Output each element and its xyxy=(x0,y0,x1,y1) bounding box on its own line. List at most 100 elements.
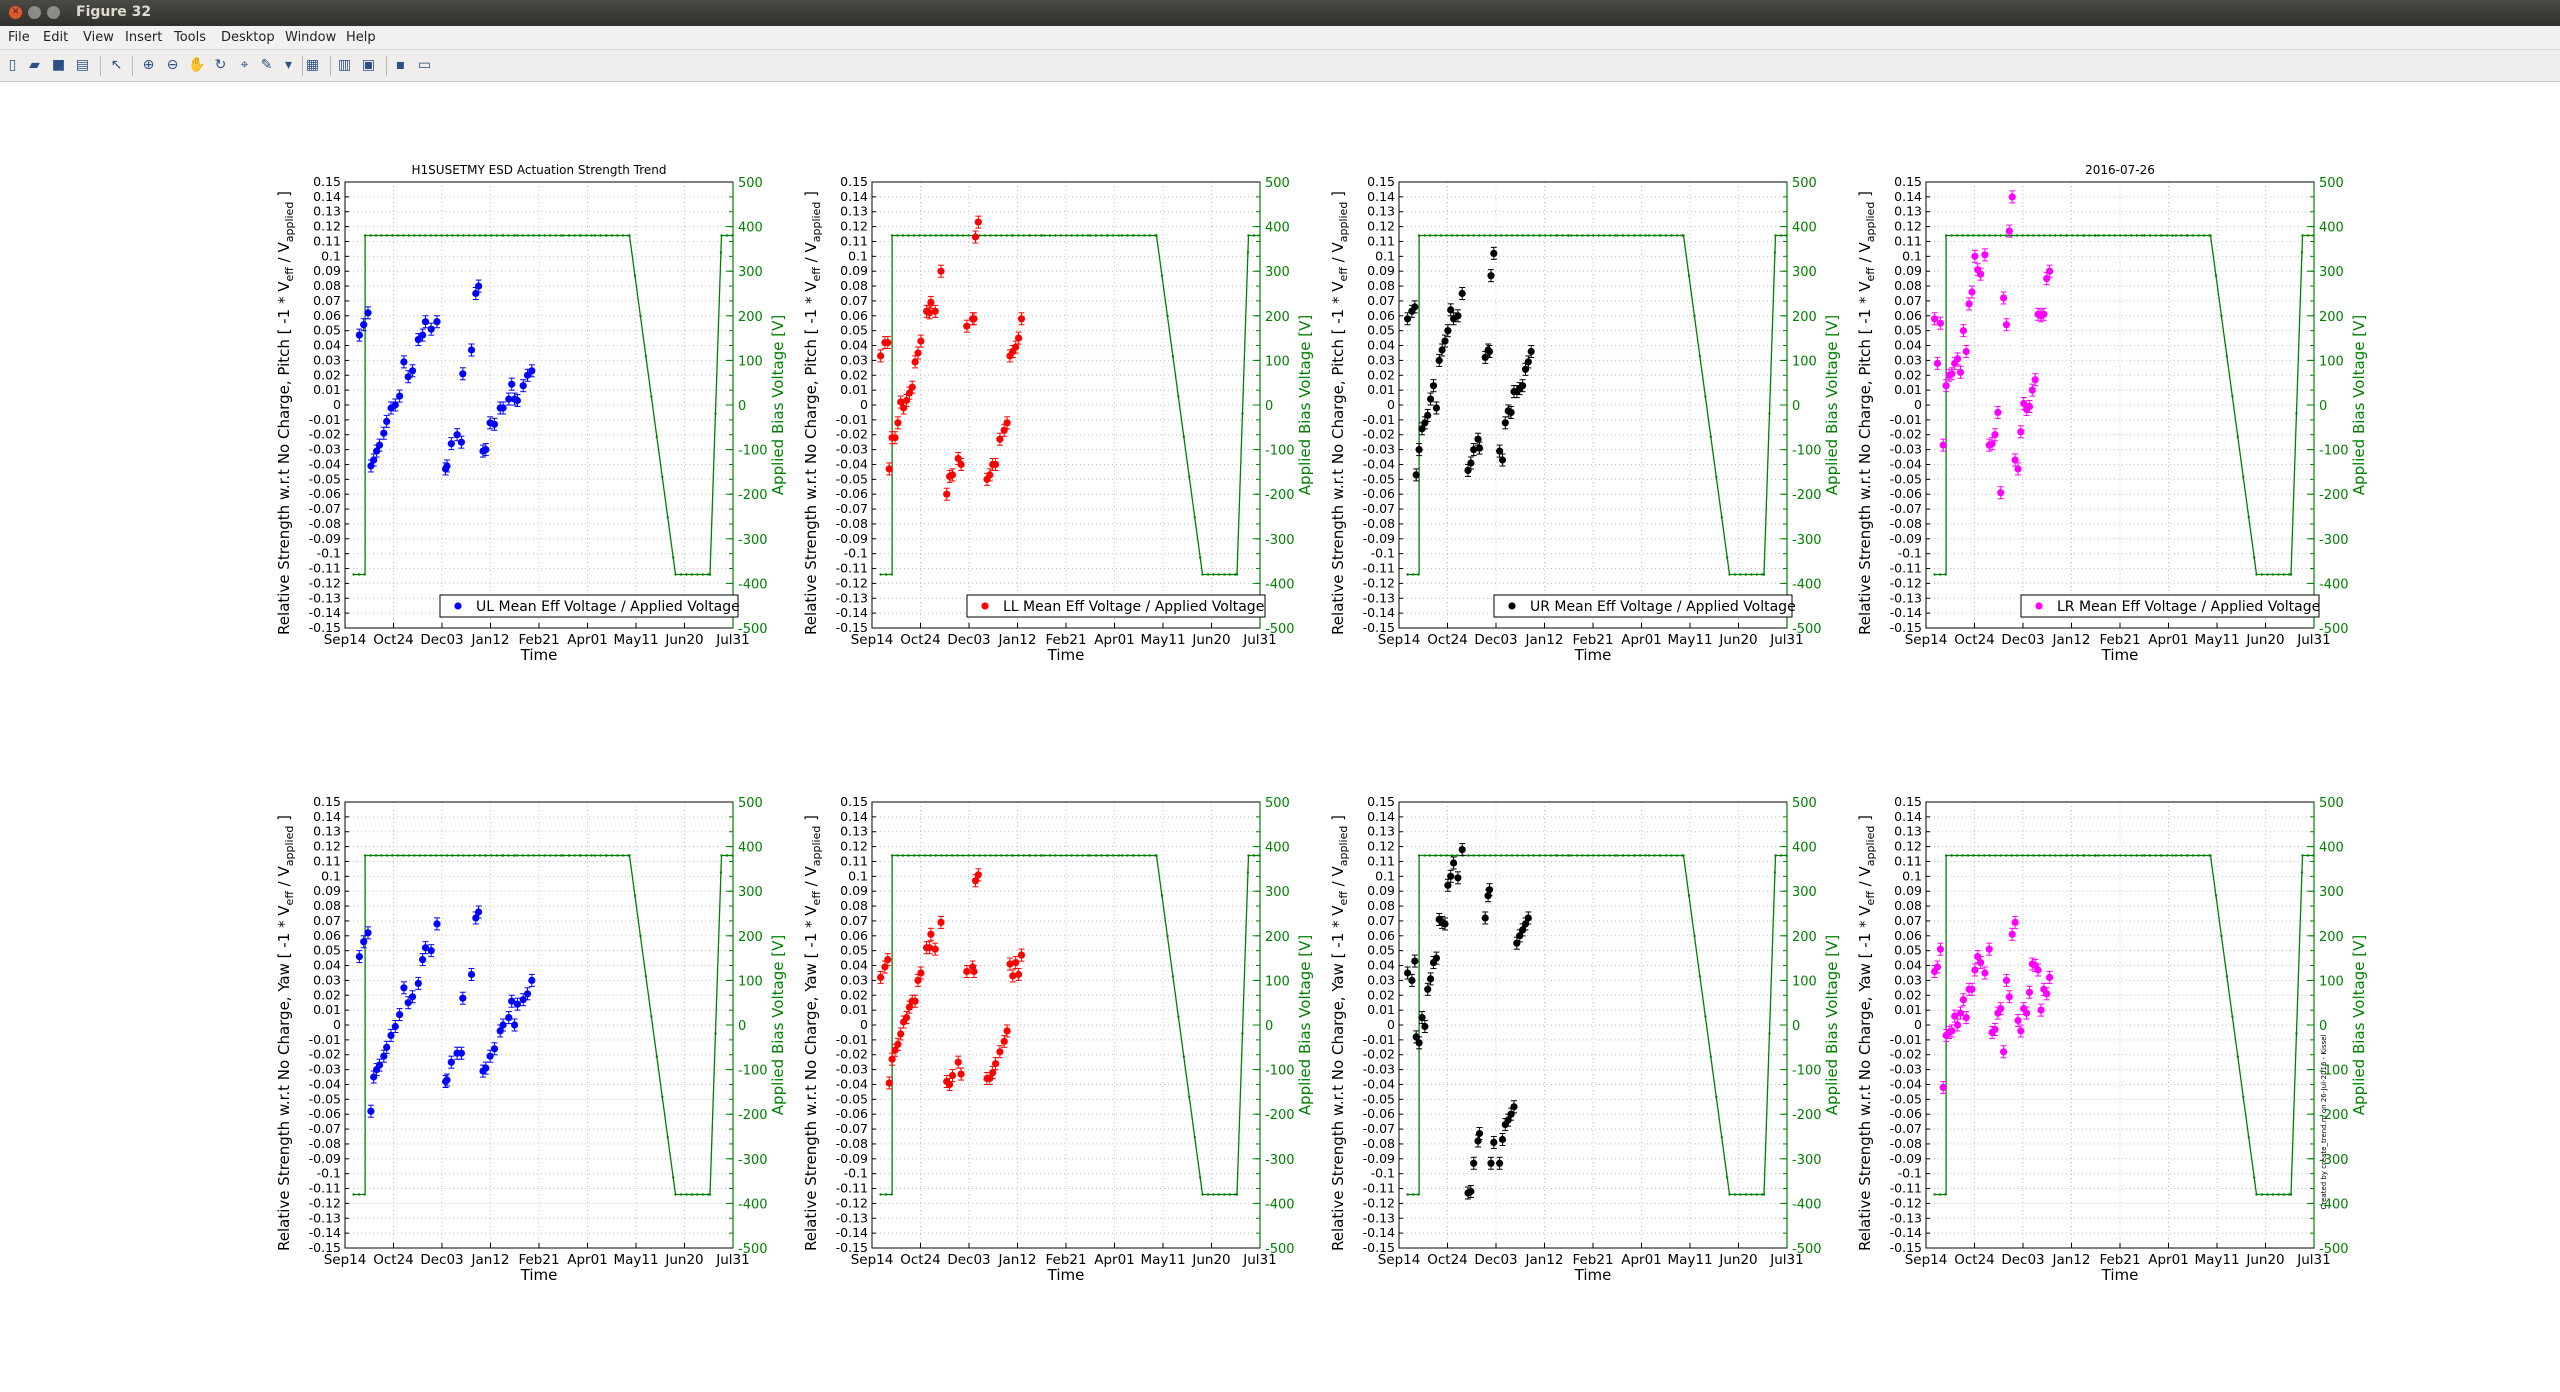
data-point xyxy=(894,1040,902,1048)
arrow-pointer-icon[interactable]: ↖ xyxy=(110,57,123,73)
y-tick-label: 0.13 xyxy=(1894,204,1922,219)
rotate-3d-icon[interactable]: ↻ xyxy=(214,57,227,73)
x-tick-label: Apr01 xyxy=(1094,1252,1135,1268)
y-tick-label: 0.08 xyxy=(1894,278,1922,293)
y-tick-label: -0.01 xyxy=(836,1032,868,1047)
menu-edit[interactable]: Edit xyxy=(43,30,69,45)
legend-label: UR Mean Eff Voltage / Applied Voltage xyxy=(1530,599,1796,615)
y2-tick-label: 500 xyxy=(738,176,763,191)
legend-icon[interactable]: ▥ xyxy=(337,57,352,73)
data-point xyxy=(885,1079,893,1087)
data-point xyxy=(1429,382,1438,390)
data-point xyxy=(1997,1005,2005,1013)
bias-voltage-marker xyxy=(1687,894,1691,897)
bias-voltage-marker xyxy=(1081,234,1084,237)
y2-tick-label: -500 xyxy=(2319,622,2349,637)
colorbar-icon[interactable]: ▦ xyxy=(305,57,320,73)
y-tick-label: 0.01 xyxy=(313,1002,341,1017)
y-tick-label: 0.11 xyxy=(840,233,868,248)
bias-voltage-marker xyxy=(707,573,710,576)
zoom-in-icon[interactable]: ⊕ xyxy=(142,57,155,73)
y2-tick-label: -100 xyxy=(1265,1064,1295,1079)
x-tick-label: Oct24 xyxy=(1954,1252,1995,1268)
data-point xyxy=(986,471,994,479)
bias-voltage-marker xyxy=(1247,854,1250,857)
axes-box xyxy=(871,801,1261,1249)
hide-plot-tools-icon[interactable]: ▣ xyxy=(361,57,376,73)
bias-voltage-marker xyxy=(462,234,465,237)
zoom-out-icon[interactable]: ⊖ xyxy=(166,57,179,73)
y2-tick-label: 100 xyxy=(1792,974,1817,989)
print-icon[interactable]: ▤ xyxy=(75,57,90,73)
x-tick-label: Feb21 xyxy=(518,1252,559,1268)
bias-voltage-marker xyxy=(2214,894,2218,897)
data-point xyxy=(2017,1027,2025,1035)
menu-file[interactable]: File xyxy=(8,30,30,45)
data-cursor-icon[interactable]: ⌖ xyxy=(240,57,249,73)
y2-tick-label: -200 xyxy=(1265,488,1295,503)
y-tick-label: -0.15 xyxy=(836,1240,868,1255)
bias-voltage-marker xyxy=(1616,854,1619,857)
window-maximize-button[interactable] xyxy=(47,6,60,19)
data-point xyxy=(459,994,467,1002)
bias-voltage-marker xyxy=(1532,854,1536,857)
menu-desktop[interactable]: Desktop xyxy=(221,30,275,45)
bias-voltage-marker xyxy=(516,234,519,237)
bias-voltage-marker xyxy=(1428,234,1432,237)
bias-voltage-marker xyxy=(1613,234,1617,237)
bias-voltage-marker xyxy=(679,573,683,576)
bias-voltage-marker xyxy=(633,894,637,897)
y-tick-label: -0.06 xyxy=(309,1106,341,1121)
bias-voltage-marker xyxy=(1575,854,1579,857)
bias-voltage-marker xyxy=(2102,854,2106,857)
bias-voltage-marker xyxy=(1120,854,1124,857)
y-tick-label: 0.02 xyxy=(313,987,341,1002)
y-axis-label: Relative Strength w.r.t No Charge, Pitch… xyxy=(275,191,296,635)
bias-voltage-marker xyxy=(655,435,658,438)
bias-voltage-marker xyxy=(1532,234,1536,237)
save-icon[interactable]: ■ xyxy=(51,57,66,73)
bias-voltage-marker xyxy=(2180,854,2183,857)
show-plot-tools-icon[interactable]: ▪ xyxy=(395,57,406,73)
bias-voltage-marker xyxy=(2065,854,2068,857)
menu-help[interactable]: Help xyxy=(346,30,376,45)
bias-voltage-marker xyxy=(579,234,582,237)
y2-tick-label: 400 xyxy=(1792,841,1817,856)
dock-figure-icon[interactable]: ▭ xyxy=(417,57,432,73)
y-tick-label: 0.09 xyxy=(1894,263,1922,278)
window-close-button[interactable]: ✕ xyxy=(9,6,22,19)
bias-voltage-marker xyxy=(374,234,378,237)
pan-hand-icon[interactable]: ✋ xyxy=(188,57,206,73)
y-tick-label: 0.11 xyxy=(1367,233,1395,248)
bias-voltage-marker xyxy=(2191,854,2195,857)
bias-voltage-marker xyxy=(391,854,394,857)
data-point xyxy=(1496,1159,1504,1167)
menu-view[interactable]: View xyxy=(83,30,114,45)
bias-voltage-marker xyxy=(1483,234,1486,237)
bias-voltage-marker xyxy=(1682,854,1685,857)
menu-window[interactable]: Window xyxy=(285,30,337,45)
bias-voltage-marker xyxy=(2255,1193,2258,1196)
y-tick-label: 0.05 xyxy=(1367,943,1395,958)
open-file-icon[interactable]: ▰ xyxy=(29,57,40,73)
data-point xyxy=(1948,370,1956,378)
brush-icon[interactable]: ✎ xyxy=(260,57,273,73)
bias-voltage-marker xyxy=(402,234,405,237)
new-figure-icon[interactable]: ▯ xyxy=(8,57,17,73)
y-tick-label: 0.12 xyxy=(1367,219,1395,234)
bias-voltage-marker xyxy=(2255,573,2258,576)
y2-tick-label: 100 xyxy=(2319,974,2344,989)
menu-tools[interactable]: Tools xyxy=(174,30,207,45)
legend-marker xyxy=(454,602,462,610)
menu-insert[interactable]: Insert xyxy=(125,30,163,45)
bias-voltage-marker xyxy=(1570,854,1573,857)
bias-voltage-marker xyxy=(2071,854,2074,857)
y-tick-label: 0.1 xyxy=(1902,248,1922,263)
window-minimize-button[interactable] xyxy=(28,6,41,19)
bias-voltage-marker xyxy=(562,234,565,237)
legend-label: LL Mean Eff Voltage / Applied Voltage xyxy=(1003,599,1264,615)
y-tick-label: -0.1 xyxy=(1371,546,1395,561)
link-plot-icon[interactable]: ▾ xyxy=(284,57,293,73)
y2-axis-label: Applied Bias Voltage [V] xyxy=(1296,935,1314,1115)
x-tick-label: Sep14 xyxy=(1378,632,1421,648)
